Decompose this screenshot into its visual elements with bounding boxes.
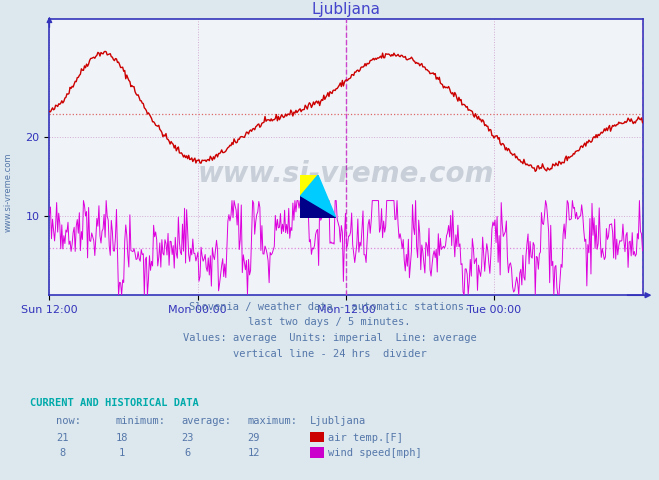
Text: 29: 29: [248, 432, 260, 443]
Text: Values: average  Units: imperial  Line: average: Values: average Units: imperial Line: av…: [183, 333, 476, 343]
Polygon shape: [300, 175, 336, 218]
Text: vertical line - 24 hrs  divider: vertical line - 24 hrs divider: [233, 349, 426, 359]
Text: average:: average:: [181, 416, 231, 426]
Text: maximum:: maximum:: [247, 416, 297, 426]
Text: CURRENT AND HISTORICAL DATA: CURRENT AND HISTORICAL DATA: [30, 397, 198, 408]
Text: Slovenia / weather data - automatic stations.: Slovenia / weather data - automatic stat…: [189, 301, 470, 312]
Text: 1: 1: [119, 448, 125, 458]
Text: www.si-vreme.com: www.si-vreme.com: [3, 152, 13, 232]
Title: Ljubljana: Ljubljana: [312, 1, 380, 17]
Text: 21: 21: [57, 432, 69, 443]
Polygon shape: [300, 175, 318, 197]
Text: wind speed[mph]: wind speed[mph]: [328, 448, 422, 458]
Text: 8: 8: [59, 448, 66, 458]
Text: Ljubljana: Ljubljana: [310, 416, 366, 426]
Text: www.si-vreme.com: www.si-vreme.com: [198, 160, 494, 188]
Text: 12: 12: [248, 448, 260, 458]
Text: minimum:: minimum:: [115, 416, 165, 426]
Text: now:: now:: [56, 416, 81, 426]
Text: 6: 6: [185, 448, 191, 458]
Polygon shape: [300, 197, 336, 218]
Text: 23: 23: [182, 432, 194, 443]
Text: air temp.[F]: air temp.[F]: [328, 432, 403, 443]
Text: last two days / 5 minutes.: last two days / 5 minutes.: [248, 317, 411, 327]
Text: 18: 18: [116, 432, 128, 443]
